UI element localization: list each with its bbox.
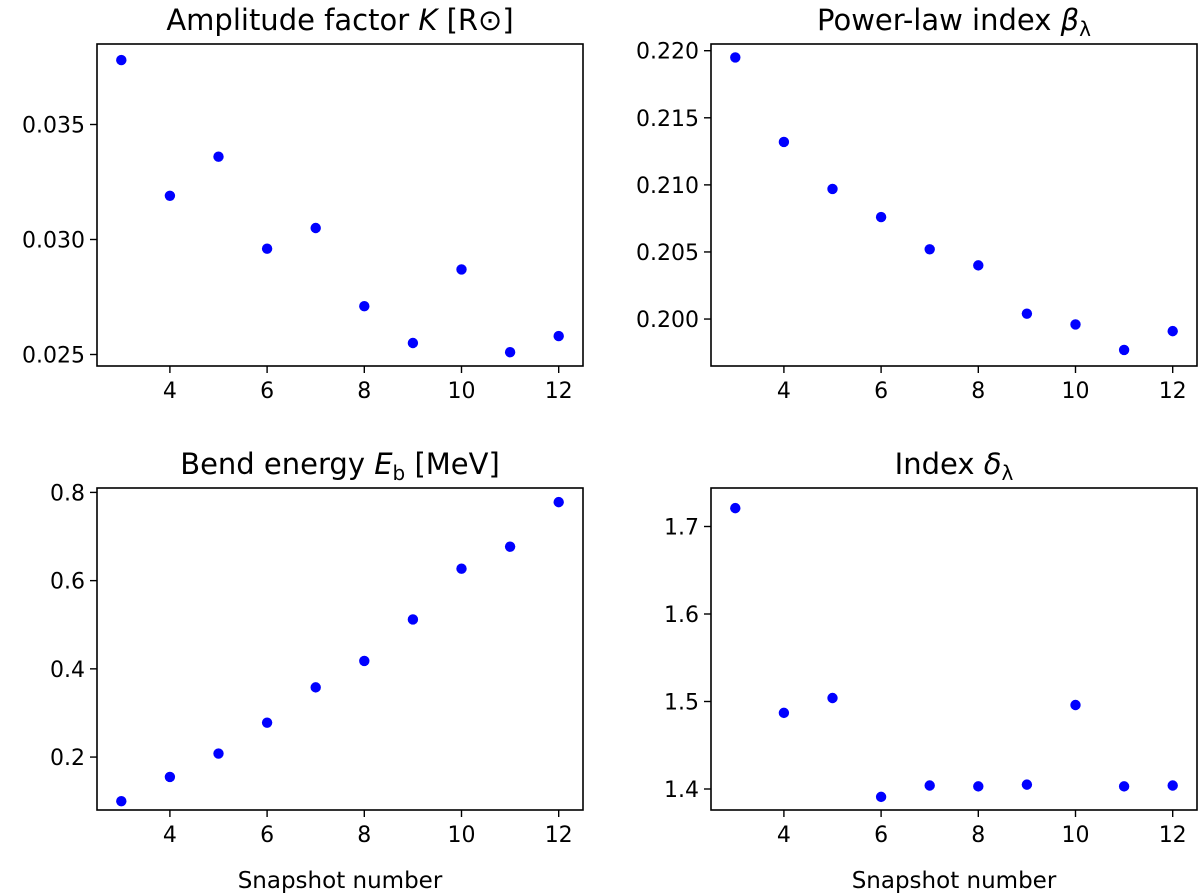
x-tick-label: 12 (1159, 823, 1187, 848)
y-tick-label: 0.200 (636, 308, 699, 333)
chart-title: Amplitude factor K [R⊙] (166, 3, 513, 37)
data-point (778, 136, 790, 148)
y-tick-label: 0.6 (50, 570, 85, 595)
data-point (116, 54, 127, 66)
x-axis-label: Snapshot number (238, 868, 443, 894)
data-point (261, 717, 273, 728)
plot-frame (710, 43, 1198, 367)
x-tick-label: 8 (357, 379, 371, 404)
data-point (261, 243, 273, 254)
data-point (730, 502, 741, 514)
data-point (164, 771, 176, 783)
y-tick-label: 0.035 (22, 114, 85, 139)
chart-title: Bend energy Eb [MeV] (180, 447, 500, 485)
x-tick-label: 6 (260, 379, 274, 404)
y-tick-label: 0.215 (636, 107, 699, 132)
data-point (213, 151, 224, 162)
panel-delta: 4 6 8 10 12 1.4 1.5 1.6 1.7 Index δλ Snapshot numb… (664, 447, 1198, 894)
y-tick-label: 0.2 (50, 746, 85, 771)
x-tick-label: 10 (448, 823, 476, 848)
x-tick-label: 4 (777, 823, 791, 848)
panel-beta: 4 6 8 10 12 0.200 0.205 0.210 0.215 0.220 Power-la… (636, 3, 1198, 404)
y-tick-label: 0.8 (50, 481, 85, 506)
y-tick-label: 1.6 (664, 603, 699, 628)
data-point (1021, 779, 1033, 790)
x-tick-label: 10 (1062, 823, 1090, 848)
x-tick-label: 4 (163, 379, 177, 404)
panel-bend-energy: 4 6 8 10 12 0.2 0.4 0.6 0.8 Bend energy Eb [MeV] S… (50, 447, 584, 894)
chart-title: Power-law index βλ (817, 3, 1091, 41)
plot-frame (96, 487, 584, 811)
data-point (1167, 780, 1178, 791)
data-point (553, 330, 564, 342)
x-tick-label: 8 (971, 823, 985, 848)
data-point (924, 780, 935, 791)
x-tick-label: 4 (777, 379, 791, 404)
chart-title: Index δλ (895, 447, 1014, 485)
x-tick-label: 6 (874, 823, 888, 848)
data-point (1070, 699, 1081, 711)
y-tick-label: 0.4 (50, 658, 85, 683)
data-point (1070, 319, 1081, 330)
x-tick-label: 12 (545, 379, 573, 404)
x-tick-label: 10 (1062, 379, 1090, 404)
x-tick-label: 6 (874, 379, 888, 404)
x-tick-label: 8 (971, 379, 985, 404)
x-tick-label: 12 (545, 823, 573, 848)
data-point (778, 707, 790, 719)
data-point (875, 791, 887, 803)
x-axis-label: Snapshot number (852, 868, 1057, 894)
y-tick-label: 1.5 (664, 691, 699, 716)
data-point (116, 795, 127, 807)
data-point (407, 614, 419, 625)
data-point (504, 347, 516, 358)
data-point (359, 301, 370, 312)
data-point (553, 496, 564, 508)
y-tick-label: 0.205 (636, 241, 699, 266)
x-tick-label: 10 (448, 379, 476, 404)
data-point (456, 563, 467, 574)
x-tick-label: 6 (260, 823, 274, 848)
data-point (310, 222, 321, 234)
y-tick-label: 0.210 (636, 174, 699, 199)
data-point (827, 692, 838, 704)
data-point (504, 541, 516, 552)
data-point (1167, 325, 1178, 337)
data-point (827, 183, 838, 195)
y-tick-label: 0.220 (636, 40, 699, 65)
plot-frame (710, 487, 1198, 811)
data-point (213, 748, 224, 759)
y-tick-label: 1.4 (664, 778, 699, 803)
data-point (875, 211, 887, 223)
data-point (310, 682, 321, 693)
data-point (456, 264, 467, 275)
data-point (1021, 308, 1033, 319)
x-tick-label: 4 (163, 823, 177, 848)
x-tick-label: 8 (357, 823, 371, 848)
plot-frame (96, 43, 584, 367)
data-point (973, 781, 984, 792)
data-point (359, 655, 370, 667)
y-tick-label: 1.7 (664, 516, 699, 541)
data-point (407, 337, 419, 349)
data-point (1118, 781, 1130, 792)
data-point (924, 244, 935, 255)
y-tick-label: 0.025 (22, 344, 85, 369)
data-point (730, 52, 741, 63)
panel-amplitude: 4 6 8 10 12 0.025 0.030 0.035 Amplitude factor K… (22, 3, 584, 404)
y-tick-label: 0.030 (22, 229, 85, 254)
x-tick-label: 12 (1159, 379, 1187, 404)
data-point (1118, 344, 1130, 356)
data-point (973, 260, 984, 271)
data-point (164, 190, 176, 201)
